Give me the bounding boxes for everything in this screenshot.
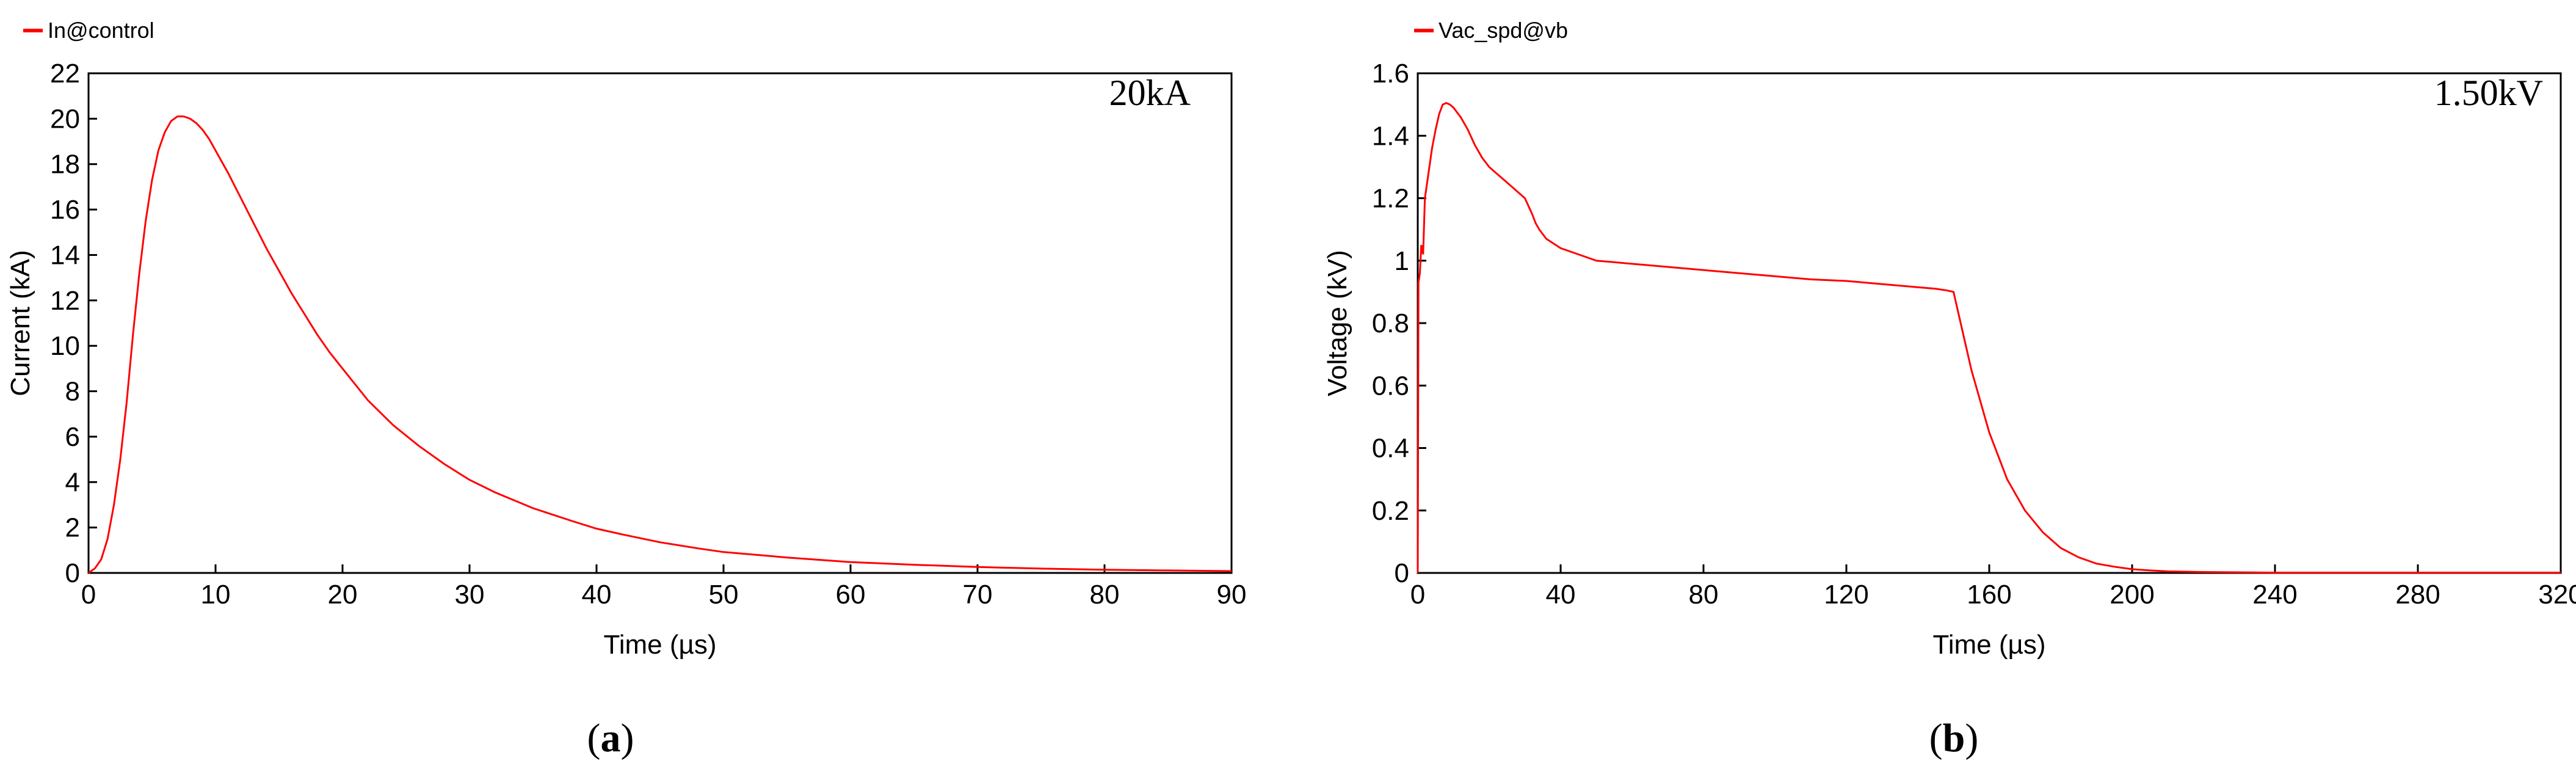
x-tick-label: 80 [1689,580,1719,610]
x-ticks-b: 0 40 80 120 160 200 240 280 320 [1410,564,2576,610]
x-tick-label: 320 [2538,580,2576,610]
y-tick-label: 4 [65,467,80,497]
y-tick-label: 0.6 [1372,371,1409,401]
x-tick-label: 20 [328,580,358,610]
x-tick-label: 160 [1967,580,2011,610]
x-tick-label: 200 [2110,580,2154,610]
panel-b: Vac_spd@vb 1.50kV 0 40 80 120 160 200 240 280 32… [1322,18,2576,760]
y-ticks-a: 0 2 4 6 8 10 12 14 16 18 20 22 [50,59,97,588]
y-tick-label: 8 [65,377,80,407]
x-tick-label: 40 [1546,580,1576,610]
x-tick-label: 0 [1410,580,1425,610]
caption-letter-b: b [1943,716,1965,760]
annotation-a: 20kA [1109,73,1191,113]
y-tick-label: 22 [50,59,80,89]
y-tick-label: 16 [50,195,80,225]
annotation-b: 1.50kV [2434,73,2543,113]
y-tick-label: 6 [65,422,80,452]
x-tick-label: 40 [582,580,612,610]
caption-a: (a) [587,716,634,760]
y-ticks-b: 0 0.2 0.4 0.6 0.8 1 1.2 1.4 1.6 [1372,59,1426,588]
y-axis-label-a: Current (kA) [5,250,35,396]
x-ticks-a: 0 10 20 30 40 50 60 70 80 90 [81,564,1247,610]
y-tick-label: 1.4 [1372,121,1409,151]
caption-letter-a: a [601,716,621,760]
plot-frame-a [87,72,1233,574]
panel-a: In@control 20kA 0 10 20 30 40 50 60 70 80 90 0 2 4 6… [5,18,1246,760]
y-tick-label: 18 [50,150,80,180]
y-tick-label: 0 [65,558,80,588]
legend-label-a: In@control [48,18,154,43]
y-tick-label: 0.8 [1372,308,1409,338]
y-tick-label: 0.2 [1372,496,1409,526]
x-tick-label: 30 [455,580,485,610]
series-line-b [1417,101,2561,574]
series-line-a [88,115,1232,574]
y-tick-label: 12 [50,286,80,316]
y-axis-label-b: Voltage (kV) [1322,250,1352,396]
caption-b: (b) [1929,716,1979,760]
y-tick-label: 14 [50,240,80,270]
x-tick-label: 60 [836,580,866,610]
x-tick-label: 90 [1217,580,1247,610]
x-tick-label: 240 [2252,580,2297,610]
x-tick-label: 280 [2395,580,2440,610]
x-tick-label: 50 [709,580,739,610]
legend-label-b: Vac_spd@vb [1439,18,1568,43]
y-tick-label: 0.4 [1372,434,1409,464]
x-tick-label: 0 [81,580,96,610]
x-tick-label: 80 [1090,580,1120,610]
plot-frame-b [1417,72,2562,574]
x-tick-label: 10 [201,580,231,610]
x-tick-label: 70 [963,580,993,610]
y-tick-label: 10 [50,331,80,361]
x-axis-label-b: Time (µs) [1932,630,2045,660]
x-tick-label: 120 [1824,580,1868,610]
y-tick-label: 1 [1395,246,1409,276]
y-tick-label: 2 [65,513,80,543]
x-axis-label-a: Time (µs) [603,630,716,660]
y-tick-label: 20 [50,104,80,134]
y-tick-label: 1.6 [1372,59,1409,89]
y-tick-label: 1.2 [1372,184,1409,214]
y-tick-label: 0 [1395,558,1409,588]
